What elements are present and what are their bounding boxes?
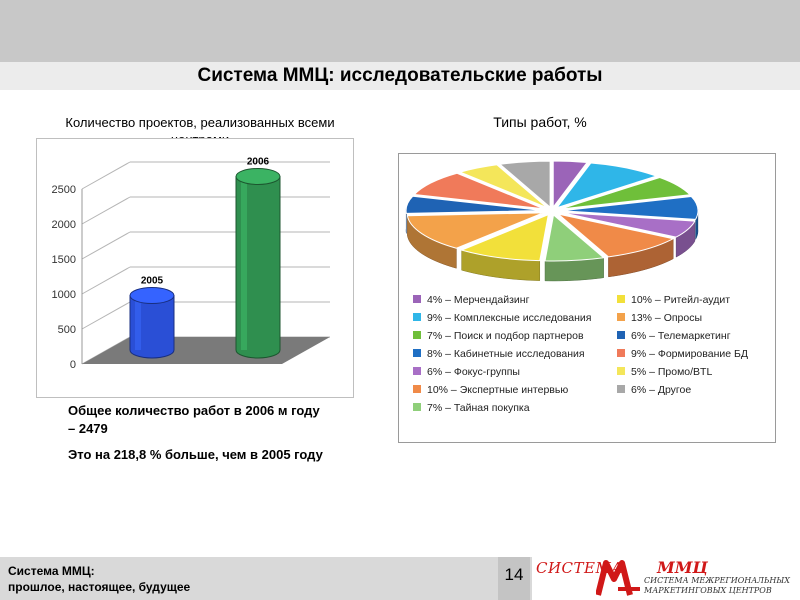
logo-area: [532, 557, 800, 600]
footer-line-1: Система ММЦ:: [8, 564, 95, 578]
summary-growth: Это на 218,8 % больше, чем в 2005 году: [68, 447, 323, 462]
logo-subtitle: СИСТЕМА МЕЖРЕГИОНАЛЬНЫХ МАРКЕТИНГОВЫХ ЦЕ…: [644, 576, 790, 596]
logo-subtitle-line-1: СИСТЕМА МЕЖРЕГИОНАЛЬНЫХ: [644, 576, 790, 585]
pie-chart-frame: [398, 153, 776, 443]
pie-chart-title: Типы работ, %: [493, 114, 587, 130]
title-bar: [0, 62, 800, 90]
page-number: 14: [504, 565, 524, 584]
summary-text: Общее количество работ в 2006 м году – 2…: [68, 402, 328, 472]
logo-subtitle-line-2: МАРКЕТИНГОВЫХ ЦЕНТРОВ: [644, 586, 772, 595]
footer-caption: Система ММЦ: прошлое, настоящее, будущее: [8, 563, 190, 595]
bar-chart-frame: [36, 138, 354, 398]
slide-title: Система ММЦ: исследовательские работы: [197, 65, 603, 86]
top-band: [0, 0, 800, 62]
logo-mark-icon: [596, 560, 640, 596]
page-number-box: [498, 557, 530, 600]
logo-word-mmc: ММЦ: [657, 558, 708, 577]
summary-total: Общее количество работ в 2006 м году – 2…: [68, 403, 320, 436]
footer-line-2: прошлое, настоящее, будущее: [8, 580, 191, 594]
